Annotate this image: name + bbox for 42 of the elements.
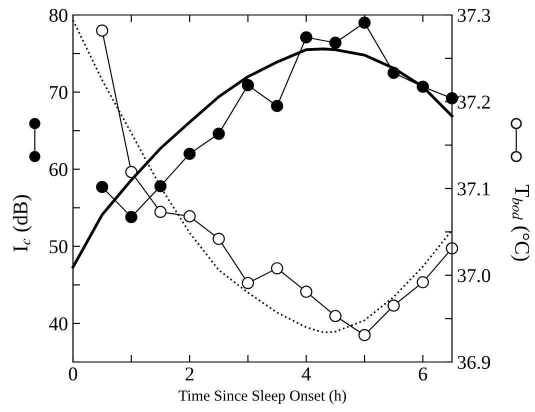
y2-tick-label: 36.9	[458, 356, 490, 370]
point	[300, 286, 312, 298]
point	[358, 16, 371, 29]
point	[96, 24, 108, 37]
y-tick-label: 80	[49, 8, 68, 22]
point	[358, 328, 371, 342]
point	[96, 180, 108, 194]
y-tick-label: 50	[50, 240, 68, 254]
point	[154, 180, 167, 192]
x-tick-label: 0	[68, 367, 78, 381]
x-axis-title: Time Since Sleep Onset (h)	[178, 390, 346, 404]
point	[270, 262, 284, 274]
y2-tick-label: 37.0	[458, 269, 490, 282]
point	[416, 276, 429, 288]
point	[388, 300, 400, 312]
point	[184, 148, 196, 160]
x-tick-label: 6	[418, 367, 428, 381]
y2-axis-title: T$_{bod}$ (°C)	[510, 184, 530, 261]
point	[329, 36, 342, 49]
point	[416, 80, 429, 93]
point	[446, 92, 458, 104]
point	[329, 310, 342, 322]
y-tick-label: 70	[50, 86, 68, 100]
point	[270, 100, 284, 112]
y-axis-title: I$_{c}$ (dB)	[12, 195, 32, 252]
point	[242, 79, 254, 92]
point	[300, 31, 312, 44]
y2-tick-label: 37.3	[458, 8, 490, 22]
y2-tick-label: 37.1	[458, 182, 490, 196]
point	[388, 66, 400, 79]
point	[212, 232, 225, 245]
point	[184, 210, 196, 222]
x-tick-label: 4	[302, 368, 311, 380]
y-tick-label: 60	[50, 163, 68, 176]
y-tick-label: 40	[49, 317, 68, 330]
point	[154, 206, 167, 218]
x-tick-label: 2	[186, 367, 194, 380]
point	[212, 128, 225, 140]
point	[125, 210, 138, 224]
point	[242, 276, 254, 290]
point	[446, 242, 458, 254]
y2-tick-label: 37.2	[458, 96, 490, 109]
